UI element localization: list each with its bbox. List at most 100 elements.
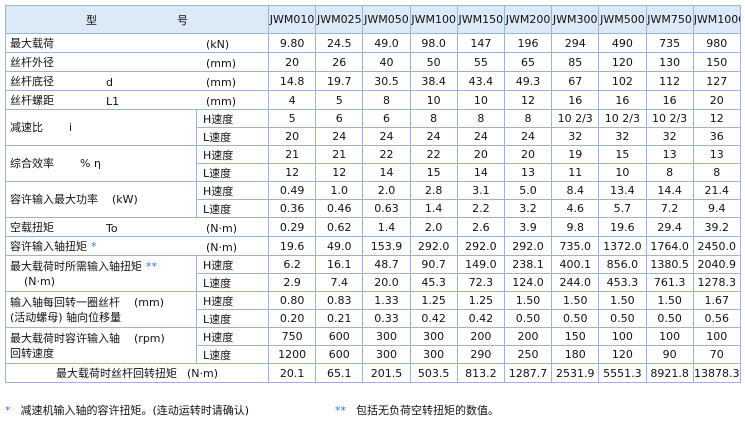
value-cell: 22 [362,145,411,164]
value-cell: 20 [692,90,741,110]
value-cell: 600 [315,345,364,364]
value-cell: 147 [456,33,505,53]
value-cell: 12 [267,163,317,182]
footnote-mark: ** [335,404,346,417]
value-cell: 120 [598,345,647,364]
value-cell: 1.25 [409,291,458,310]
table-row: 最大载荷 (kN) 9.80 24.5 49.0 98.0 147 196 294 490 735 9… [5,33,741,53]
value-cell: 1.50 [645,291,694,310]
value-cell: 1200 [267,345,317,364]
value-cell: 70 [692,345,741,364]
value-cell: 49.3 [503,71,553,91]
value-cell: 19.7 [315,71,364,91]
table-row: 减速比 i H速度 5 6 6 8 8 8 10 2/3 10 2/3 10 2/3 12 [5,109,741,146]
value-cell: 1.0 [315,181,364,200]
value-cell: 16 [551,90,600,110]
value-cell: 7.4 [315,273,364,292]
row-label: 丝杆外径 (mm) [5,52,269,72]
value-cell: 5.7 [598,199,647,218]
value-cell: 813.2 [456,363,505,383]
value-cell: 30.5 [362,71,411,91]
value-cell: 100 [598,327,647,346]
value-cell: 1.4 [409,199,458,218]
value-cell: 100 [645,327,694,346]
value-cell: 856.0 [598,255,647,274]
value-cell: 8 [362,90,411,110]
value-cell: 65 [503,52,553,72]
value-cell: 0.36 [267,199,317,218]
value-cell: 14 [456,163,505,182]
value-cell: 90.7 [409,255,458,274]
value-cell: 250 [503,345,553,364]
speed-label: L速度 [196,273,269,292]
label-text: 最大载荷时容许输入轴 [10,331,120,345]
value-cell: 19 [551,145,600,164]
value-cell: 10 2/3 [551,109,600,128]
symbol: i [69,121,73,134]
value-cell: 5 [315,90,364,110]
label-text-2: (活动螺母) 轴向位移量 [10,310,122,324]
value-cell: 1.50 [598,291,647,310]
value-cell: 12 [503,90,553,110]
value-cell: 453.3 [598,273,647,292]
value-cell: 0.49 [267,181,317,200]
value-cell: 8 [409,109,458,128]
value-cell: 2.8 [409,181,458,200]
value-cell: 32 [551,127,600,146]
value-cell: 1380.5 [645,255,694,274]
table-row: 综合效率% η H速度 21 21 22 22 20 20 19 15 13 13 [5,145,741,182]
value-cell: 238.1 [503,255,553,274]
footnote: * 减速机输入轴的容许扭矩。(连动运转时请确认) [5,402,740,418]
model-header: JWM200 [503,5,553,34]
label-text: 减速比 [10,121,43,134]
value-cell: 1.25 [456,291,505,310]
row-label: 容许输入轴扭矩 * (N·m) [5,236,269,256]
value-cell: 3.9 [503,217,553,237]
speed-label: H速度 [196,291,269,310]
value-cell: 24.5 [315,33,364,53]
value-cell: 490 [598,33,647,53]
unit: (N·m) [206,222,238,235]
value-cell: 4 [267,90,317,110]
value-cell: 761.3 [645,273,694,292]
value-cell: 0.33 [362,309,411,328]
value-cell: 8 [456,109,505,128]
label-text: 丝杆螺距 [10,93,54,107]
value-cell: 90 [645,345,694,364]
value-cell: 4.6 [551,199,600,218]
row-label: 最大载荷 (kN) [5,33,269,53]
value-cell: 5 [267,109,317,128]
table-row: 最大载荷时所需输入轴扭矩 ** (N·m) H速度 6.2 16.1 48.7 90.7 149… [5,255,741,292]
value-cell: 1.67 [692,291,741,310]
value-cell: 16.1 [315,255,364,274]
row-label: 最大载荷时丝杆回转扭矩 (N·m) [5,363,269,383]
value-cell: 72.3 [456,273,505,292]
value-cell: 65.1 [315,363,364,383]
unit: (rpm) [134,331,165,345]
value-cell: 130 [645,52,694,72]
model-header: JWM025 [315,5,364,34]
value-cell: 16 [598,90,647,110]
value-cell: 2.2 [456,199,505,218]
value-cell: 0.50 [645,309,694,328]
row-label: 容许输入最大功率 (kW) [5,181,197,218]
value-cell: 3.1 [456,181,505,200]
value-cell: 14 [362,163,411,182]
value-cell: 24 [456,127,505,146]
value-cell: 5551.3 [598,363,647,383]
value-cell: 8 [503,109,553,128]
value-cell: 19.6 [267,236,317,256]
note-mark: ** [146,259,157,273]
value-cell: 1.4 [362,217,411,237]
value-cell: 1372.0 [598,236,647,256]
value-cell: 120 [598,52,647,72]
value-cell: 40 [362,52,411,72]
row-label: 减速比 i [5,109,197,146]
value-cell: 20 [267,127,317,146]
symbol: d [106,76,113,89]
value-cell: 294 [551,33,600,53]
value-cell: 48.7 [362,255,411,274]
header-model-label: 型号 [5,5,269,34]
footnote-text: 包括无负荷空转扭矩的数值。 [356,404,499,417]
table-row: 容许输入轴扭矩 * (N·m) 19.6 49.0 153.9 292.0 292.0 292.… [5,236,741,256]
